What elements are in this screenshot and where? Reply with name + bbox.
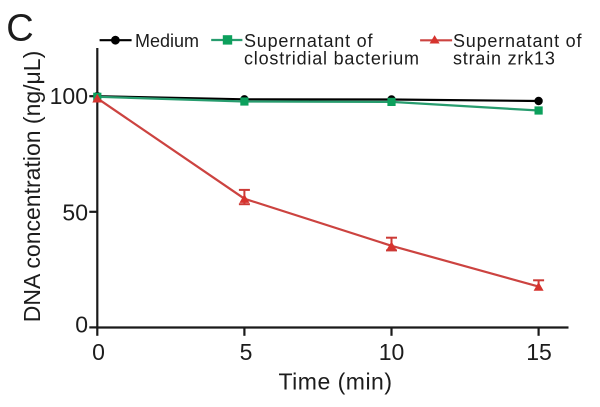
svg-text:5: 5: [240, 339, 253, 365]
svg-text:15: 15: [526, 339, 552, 365]
svg-text:0: 0: [92, 339, 105, 365]
svg-text:50: 50: [62, 200, 88, 226]
svg-text:clostridial bacterium: clostridial bacterium: [244, 48, 420, 68]
svg-text:100: 100: [50, 83, 88, 109]
svg-text:C: C: [6, 7, 33, 49]
svg-text:Time (min): Time (min): [278, 369, 392, 395]
svg-text:Medium: Medium: [135, 31, 199, 51]
svg-text:DNA concentration (ng/μL): DNA concentration (ng/μL): [19, 51, 45, 323]
svg-text:strain zrk13: strain zrk13: [453, 48, 556, 68]
svg-text:0: 0: [75, 312, 88, 338]
svg-text:Supernatant of: Supernatant of: [453, 31, 582, 51]
svg-text:10: 10: [379, 339, 405, 365]
svg-text:Supernatant of: Supernatant of: [244, 31, 373, 51]
